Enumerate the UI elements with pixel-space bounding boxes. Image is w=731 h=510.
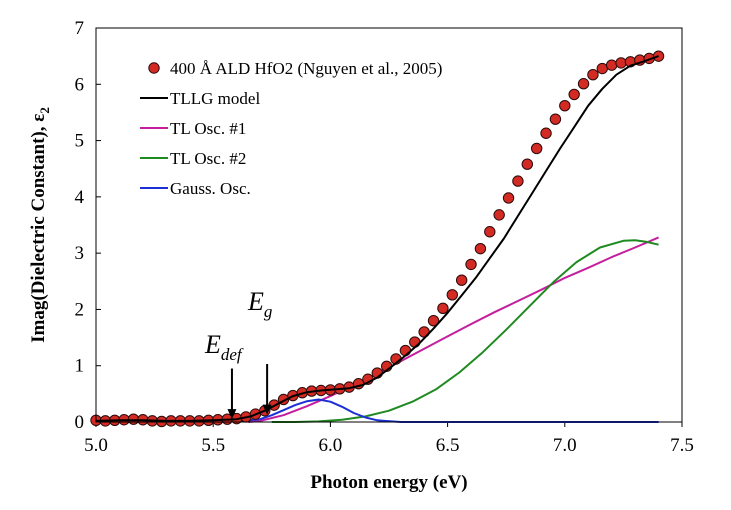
y-tick-label: 4 xyxy=(75,187,85,208)
x-tick-label: 5.5 xyxy=(201,435,225,456)
data-point xyxy=(530,142,543,155)
annotation-subscript: g xyxy=(264,302,273,321)
y-axis-title: Imag(Dielectric Constant), ε2 xyxy=(28,107,52,343)
y-axis-title-main: Imag(Dielectric Constant), ε xyxy=(28,114,49,343)
annotation-label: Edef xyxy=(204,330,244,364)
y-tick-label: 0 xyxy=(75,412,85,433)
data-point xyxy=(455,274,468,286)
annotation-main: E xyxy=(204,330,221,359)
annotation-label: Eg xyxy=(247,287,272,321)
axis-ticks: 5.0 5.5 6.0 6.5 7.0 7.5 0 1 2 3 4 5 6 7 xyxy=(75,18,694,456)
y-tick-label: 7 xyxy=(75,18,85,39)
data-point xyxy=(502,192,515,204)
data-point xyxy=(409,336,421,348)
x-tick-label: 7.5 xyxy=(670,435,694,456)
x-tick-label: 5.0 xyxy=(84,435,108,456)
legend-marker xyxy=(148,62,160,74)
data-point xyxy=(540,127,552,139)
plot-area-frame xyxy=(95,27,683,423)
legend-label: TL Osc. #2 xyxy=(170,149,246,168)
legend-label: 400 Å ALD HfO2 (Nguyen et al., 2005) xyxy=(170,59,442,78)
data-point xyxy=(577,78,590,90)
annotation-main: E xyxy=(247,287,264,316)
data-point xyxy=(549,113,562,125)
x-tick-label: 7.0 xyxy=(553,435,577,456)
tllg-model-line xyxy=(95,55,659,422)
annotation-arrow-head xyxy=(262,404,272,415)
y-tick-label: 5 xyxy=(75,131,85,152)
data-point xyxy=(512,175,524,187)
data-point xyxy=(465,258,477,271)
annotation-arrow-head xyxy=(227,409,237,420)
y-tick-label: 3 xyxy=(75,243,85,264)
x-tick-label: 6.5 xyxy=(436,435,460,456)
legend-label: TL Osc. #1 xyxy=(170,119,246,138)
data-point xyxy=(127,413,140,425)
data-point xyxy=(568,88,580,101)
tl-osc-1-line xyxy=(248,236,659,423)
data-point xyxy=(474,242,487,255)
data-point xyxy=(493,209,505,221)
annotation-subscript: def xyxy=(221,345,244,364)
data-point xyxy=(399,344,412,357)
x-axis-title: Photon energy (eV) xyxy=(310,472,467,493)
y-tick-label: 2 xyxy=(75,299,85,320)
tl-osc-2-line xyxy=(271,239,659,423)
data-point xyxy=(521,158,533,170)
legend: 400 Å ALD HfO2 (Nguyen et al., 2005) TLLG… xyxy=(140,59,442,198)
y-tick-label: 1 xyxy=(75,356,85,377)
data-point xyxy=(484,226,496,238)
data-point xyxy=(587,69,599,81)
data-point xyxy=(559,99,571,112)
data-point xyxy=(446,289,458,301)
data-point xyxy=(596,62,609,75)
x-tick-label: 6.0 xyxy=(319,435,343,456)
y-axis-title-subscript: 2 xyxy=(37,107,52,114)
data-point xyxy=(427,314,440,327)
legend-label: Gauss. Osc. xyxy=(170,179,251,198)
marker-layer xyxy=(90,50,665,428)
y-tick-label: 6 xyxy=(75,74,85,95)
data-point xyxy=(605,59,618,71)
data-point xyxy=(615,57,627,69)
legend-label: TLLG model xyxy=(170,89,260,108)
data-point xyxy=(437,302,449,315)
